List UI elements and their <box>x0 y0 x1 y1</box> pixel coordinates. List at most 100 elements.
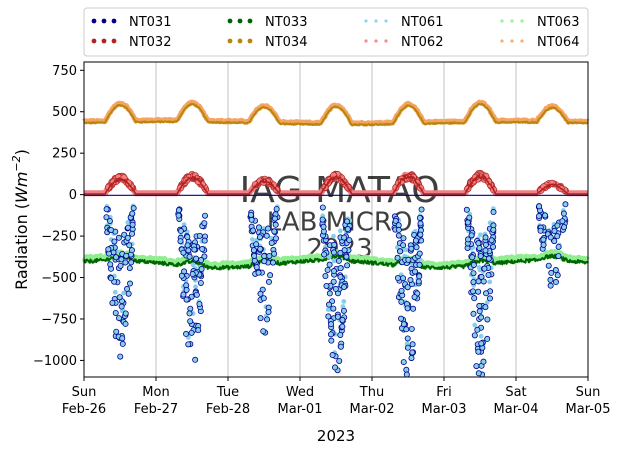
point-NT031 <box>341 247 348 254</box>
point-NT031 <box>193 255 200 262</box>
point-NT031 <box>537 227 544 234</box>
point-NT031 <box>186 310 193 317</box>
point-NT031 <box>473 363 480 370</box>
point-NT031 <box>115 234 122 241</box>
point-NT031 <box>326 301 333 308</box>
point-NT031 <box>466 214 473 221</box>
point-NT031 <box>334 313 341 320</box>
point-NT031 <box>128 247 135 254</box>
point-NT031 <box>480 278 487 285</box>
point-NT031 <box>331 241 338 248</box>
point-NT031 <box>417 231 424 238</box>
point-NT031 <box>474 326 481 333</box>
point-NT031 <box>196 232 203 239</box>
y-axis-label-main: Radiation ( <box>12 203 31 290</box>
point-NT031 <box>481 265 488 272</box>
legend-marker-NT033 <box>247 18 253 24</box>
y-tick-label: 750 <box>52 64 77 79</box>
legend-marker-NT062 <box>384 39 388 43</box>
point-NT031 <box>471 332 478 339</box>
point-NT031 <box>322 273 329 280</box>
point-NT031 <box>485 271 492 278</box>
point-NT031 <box>257 315 264 322</box>
point-NT031 <box>198 257 205 264</box>
point-NT031 <box>198 266 205 273</box>
legend-marker-NT064 <box>510 39 514 43</box>
point-NT031 <box>177 228 184 235</box>
point-NT031 <box>326 261 333 268</box>
point-NT031 <box>130 205 137 212</box>
point-NT031 <box>272 221 279 228</box>
point-NT031 <box>470 279 477 286</box>
point-NT031 <box>344 226 351 233</box>
point-NT031 <box>547 234 554 241</box>
point-NT061 <box>331 258 337 264</box>
y-axis-label: Radiation (Wm−2) <box>10 149 31 290</box>
point-NT031 <box>201 220 208 227</box>
point-NT031 <box>255 269 262 276</box>
point-NT031 <box>118 256 125 263</box>
x-tick-day: Fri <box>436 385 452 400</box>
point-NT031 <box>485 255 492 262</box>
point-NT061 <box>476 265 482 270</box>
point-NT031 <box>319 204 326 211</box>
point-NT061 <box>472 322 478 328</box>
point-NT031 <box>261 258 268 265</box>
point-NT031 <box>540 236 547 243</box>
legend-marker-NT064 <box>520 39 524 43</box>
x-tick-day: Mon <box>142 385 169 400</box>
point-NT031 <box>123 252 130 259</box>
point-NT031 <box>341 284 348 291</box>
point-NT031 <box>554 272 561 279</box>
point-NT031 <box>403 326 410 333</box>
point-NT031 <box>320 223 327 230</box>
point-NT031 <box>397 248 404 255</box>
point-NT031 <box>536 213 543 220</box>
point-NT031 <box>416 250 423 257</box>
point-NT031 <box>250 227 257 234</box>
point-NT031 <box>415 278 422 285</box>
legend-label-NT034: NT034 <box>265 35 307 50</box>
point-NT031 <box>321 251 328 258</box>
point-NT031 <box>178 272 185 279</box>
point-NT031 <box>340 307 347 314</box>
point-NT031 <box>337 249 344 256</box>
point-NT031 <box>325 313 332 320</box>
point-NT031 <box>344 262 351 269</box>
point-NT031 <box>332 364 339 371</box>
point-NT031 <box>476 245 483 252</box>
point-NT031 <box>119 340 126 347</box>
legend-marker-NT032 <box>91 38 97 44</box>
point-NT031 <box>129 210 136 217</box>
point-NT031 <box>337 273 344 280</box>
point-NT031 <box>395 226 402 233</box>
point-NT031 <box>264 316 271 323</box>
point-NT031 <box>324 266 331 273</box>
y-axis-label-close: ) <box>12 149 31 155</box>
point-NT031 <box>400 359 407 366</box>
legend-marker-NT031 <box>91 18 97 24</box>
plot-frame <box>83 61 589 378</box>
point-NT031 <box>185 341 192 348</box>
point-NT031 <box>327 321 334 328</box>
point-NT031 <box>199 246 206 253</box>
point-NT031 <box>125 290 132 297</box>
point-NT031 <box>468 232 475 239</box>
legend-marker-NT032 <box>101 38 107 44</box>
plot-area <box>84 62 588 377</box>
point-NT031 <box>416 261 423 268</box>
point-NT031 <box>562 201 569 208</box>
point-NT031 <box>116 294 123 301</box>
point-NT031 <box>253 241 260 248</box>
point-NT031 <box>403 371 410 378</box>
point-NT031 <box>323 282 330 289</box>
legend-marker-NT034 <box>227 38 233 44</box>
point-NT031 <box>330 249 337 256</box>
y-tick-label: −500 <box>41 271 77 286</box>
point-NT031 <box>175 207 182 214</box>
point-NT031 <box>398 315 405 322</box>
point-NT031 <box>482 247 489 254</box>
point-NT031 <box>394 275 401 282</box>
point-NT031 <box>339 316 346 323</box>
axes: 750 500 250 0 −250 −500 −750 −1000 Sun Feb-26 Mon F… <box>33 61 610 417</box>
